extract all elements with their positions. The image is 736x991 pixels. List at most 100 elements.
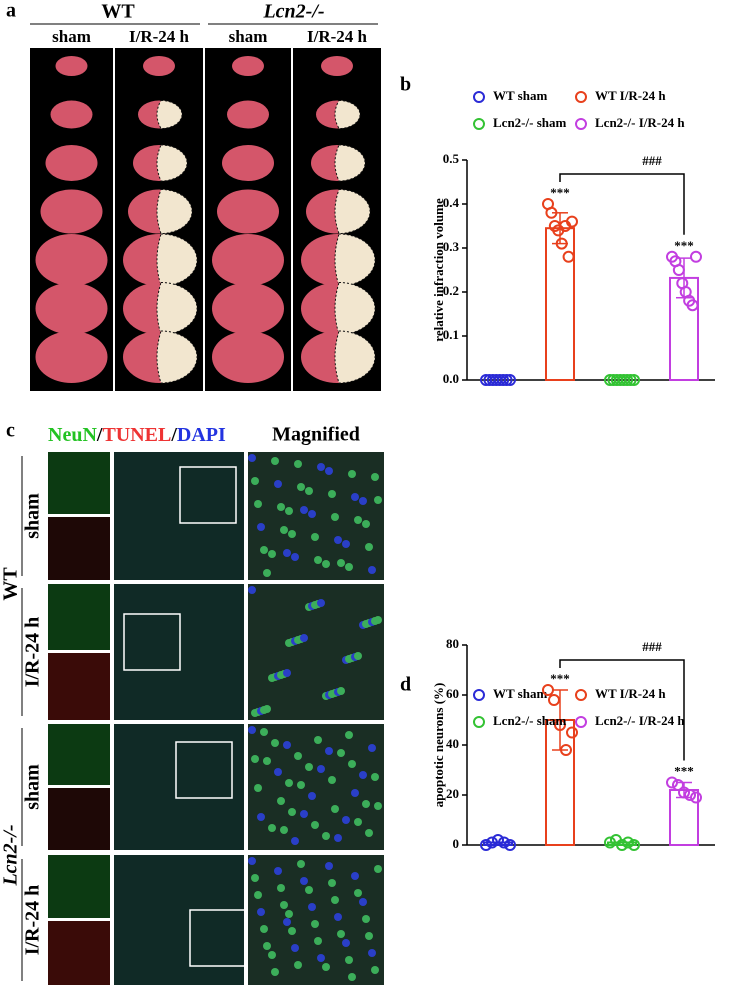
merged-image: [114, 855, 244, 985]
cell: [348, 973, 356, 981]
legend-label: WT sham: [493, 686, 547, 701]
cell: [283, 918, 291, 926]
cell: [288, 808, 296, 816]
cell: [277, 884, 285, 892]
cell: [305, 487, 313, 495]
channel-name: TUNEL: [102, 424, 171, 446]
cell: [263, 705, 271, 713]
y-tick-label: 40: [446, 736, 459, 751]
group-label: WT: [0, 567, 22, 601]
brain-slice: [35, 331, 108, 383]
cell: [359, 898, 367, 906]
cell: [371, 773, 379, 781]
cell: [314, 556, 322, 564]
cell: [331, 513, 339, 521]
cell: [254, 784, 262, 792]
cell: [351, 493, 359, 501]
cell: [374, 865, 382, 873]
cell: [368, 744, 376, 752]
cell: [325, 467, 333, 475]
cell: [337, 559, 345, 567]
significance: ***: [674, 238, 694, 253]
tunel-image: [48, 921, 110, 985]
cell: [254, 500, 262, 508]
cell: [314, 736, 322, 744]
cell: [271, 968, 279, 976]
y-tick-label: 0.4: [443, 195, 460, 210]
data-point: [542, 684, 554, 696]
data-point: [504, 839, 516, 851]
channel-name: /: [96, 424, 103, 446]
data-point: [624, 374, 637, 386]
cell: [342, 939, 350, 947]
brain-slice: [45, 145, 98, 181]
cell: [322, 963, 330, 971]
cell: [248, 454, 256, 462]
cell: [337, 930, 345, 938]
brain-slice: [222, 145, 274, 181]
cell: [362, 915, 370, 923]
data-point: [672, 264, 685, 276]
y-tick-label: 0: [453, 836, 460, 851]
zoom-box: [123, 613, 181, 671]
cell: [354, 889, 362, 897]
cell: [334, 834, 342, 842]
group-label: WT: [101, 1, 135, 23]
y-axis-label: apoptotic neurons (%): [431, 683, 446, 808]
cell: [342, 816, 350, 824]
legend-label: WT sham: [493, 88, 547, 103]
data-point: [486, 836, 498, 849]
brain-slice: [212, 234, 284, 286]
channel-name: DAPI: [177, 424, 226, 446]
neun-image: [48, 452, 110, 514]
cell: [288, 530, 296, 538]
cell: [300, 810, 308, 818]
infarct-area: [156, 144, 188, 182]
data-point: [690, 250, 702, 263]
tunel-image: [48, 788, 110, 850]
group-label: Lcn2-/-: [262, 1, 324, 23]
cell: [260, 728, 268, 736]
cell: [277, 797, 285, 805]
cell: [325, 747, 333, 755]
bar: [545, 227, 575, 381]
neun-image: [48, 724, 110, 785]
condition-label: I/R-24 h: [129, 27, 190, 46]
y-tick-label: 20: [446, 786, 459, 801]
cell: [257, 813, 265, 821]
y-tick-label: 0.0: [443, 371, 459, 386]
cell: [294, 752, 302, 760]
cell: [291, 837, 299, 845]
channel-header: NeuN/TUNEL/DAPI: [48, 424, 226, 446]
cell: [359, 771, 367, 779]
zoom-box: [175, 741, 233, 799]
panel-label: c: [6, 420, 15, 442]
cell: [362, 800, 370, 808]
channel-name: /: [170, 424, 177, 446]
y-tick-label: 60: [446, 686, 459, 701]
data-point: [560, 744, 572, 756]
data-point: [498, 836, 510, 849]
zoom-box: [179, 466, 237, 524]
cell: [345, 956, 353, 964]
condition-label: I/R-24 h: [307, 27, 368, 46]
cell: [342, 540, 350, 548]
cell: [354, 818, 362, 826]
cell: [248, 857, 256, 865]
cell: [345, 731, 353, 739]
cell: [248, 726, 256, 734]
data-point: [500, 374, 513, 386]
condition-label: sham: [52, 27, 91, 46]
channel-name: NeuN: [48, 424, 97, 446]
legend-marker: [575, 689, 587, 701]
neun-image: [48, 855, 110, 918]
panel-label: a: [6, 0, 16, 22]
cell: [365, 932, 373, 940]
cell: [274, 480, 282, 488]
cell: [317, 765, 325, 773]
cell: [271, 457, 279, 465]
legend-marker: [575, 716, 587, 728]
cell: [317, 599, 325, 607]
cell: [359, 497, 367, 505]
brain-slice: [212, 282, 284, 335]
